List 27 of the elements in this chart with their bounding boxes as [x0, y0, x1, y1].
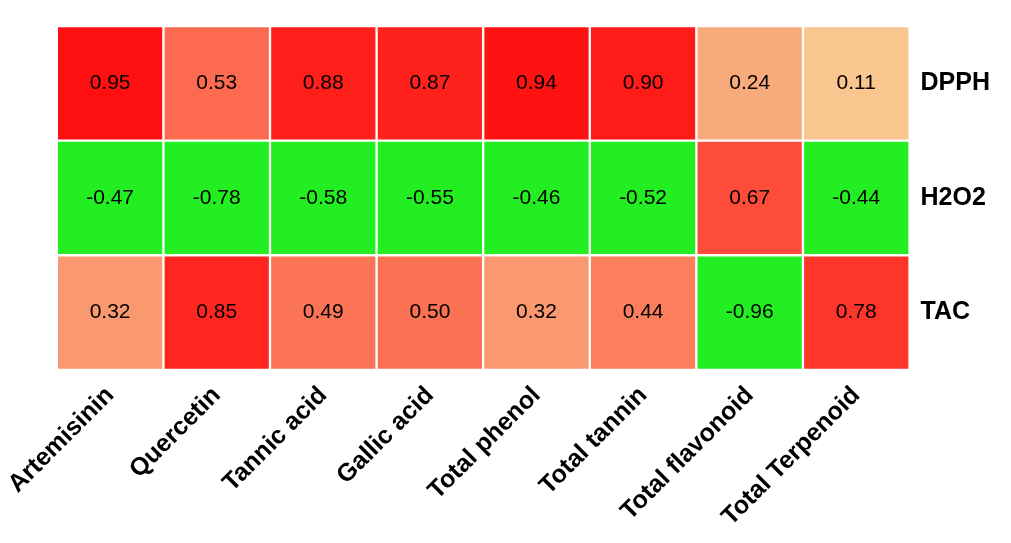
- data-label: -0.52: [619, 184, 668, 208]
- data-label: 0.50: [409, 299, 451, 323]
- data-label: 0.90: [622, 70, 664, 94]
- data-label: 0.11: [836, 70, 876, 94]
- data-label: 0.78: [835, 299, 877, 323]
- data-label: 0.94: [516, 70, 558, 94]
- data-label: 0.95: [89, 70, 131, 94]
- data-label: 0.53: [196, 70, 238, 94]
- y-tick-label: TAC: [920, 296, 971, 325]
- y-tick-label: DPPH: [920, 67, 991, 96]
- data-label: -0.58: [299, 184, 348, 208]
- data-label: 0.67: [729, 184, 771, 208]
- y-tick-label: H2O2: [920, 181, 986, 210]
- data-label: -0.46: [512, 184, 561, 208]
- data-label: 0.49: [302, 299, 344, 323]
- data-label: 0.24: [729, 70, 771, 94]
- data-label: 0.44: [622, 299, 664, 323]
- data-label: 0.32: [516, 299, 557, 323]
- data-label: 0.85: [196, 299, 238, 323]
- data-label: -0.96: [725, 299, 774, 323]
- data-label: 0.87: [409, 70, 451, 94]
- data-label: -0.78: [192, 184, 241, 208]
- data-label: -0.44: [832, 184, 881, 208]
- data-label: -0.55: [405, 184, 454, 208]
- data-label: 0.32: [89, 299, 131, 323]
- data-label: -0.47: [86, 184, 135, 208]
- data-label: 0.88: [302, 70, 344, 94]
